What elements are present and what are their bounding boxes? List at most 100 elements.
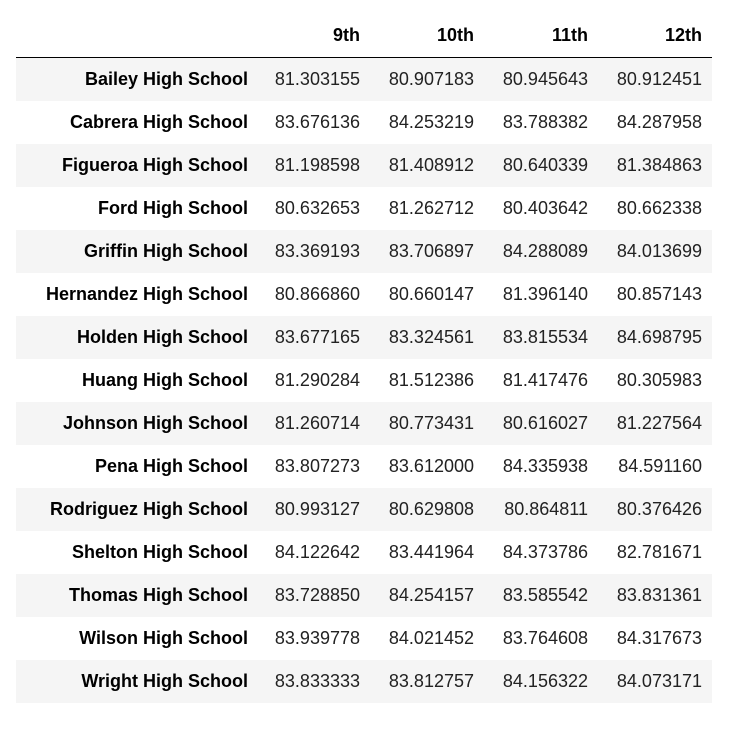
table-cell: 83.831361 xyxy=(616,585,702,605)
table-cell: 80.616027 xyxy=(502,413,588,433)
table-cell: 83.324561 xyxy=(388,327,474,347)
table-cell: 81.512386 xyxy=(388,370,474,390)
row-label-school: Wright High School xyxy=(81,671,248,691)
table-cell: 84.288089 xyxy=(502,241,588,261)
row-label-school: Hernandez High School xyxy=(45,284,248,304)
table-cell: 83.812757 xyxy=(388,671,474,691)
row-label-school: Holden High School xyxy=(77,327,248,347)
table-cell: 80.993127 xyxy=(274,499,360,519)
table-cell: 84.073171 xyxy=(616,671,702,691)
table-cell: 81.303155 xyxy=(274,69,360,89)
row-label-school: Wilson High School xyxy=(79,628,248,648)
table-cell: 81.384863 xyxy=(616,155,702,175)
table-cell: 83.585542 xyxy=(502,585,588,605)
table-cell: 83.369193 xyxy=(274,241,360,261)
table-cell: 84.122642 xyxy=(274,542,360,562)
index-column-header xyxy=(16,14,256,58)
table-cell: 80.907183 xyxy=(388,69,474,89)
table-cell: 81.260714 xyxy=(274,413,360,433)
column-header-9th: 9th xyxy=(256,14,370,58)
table-cell: 83.788382 xyxy=(502,112,588,132)
row-label-school: Johnson High School xyxy=(63,413,248,433)
table-cell: 83.677165 xyxy=(274,327,360,347)
row-label-school: Huang High School xyxy=(82,370,248,390)
table-cell: 81.290284 xyxy=(274,370,360,390)
table-row: Wright High School 83.833333 83.812757 84.1… xyxy=(16,660,712,703)
table-cell: 83.676136 xyxy=(274,112,360,132)
table-cell: 81.417476 xyxy=(502,370,588,390)
table-cell: 84.253219 xyxy=(388,112,474,132)
table-cell: 80.864811 xyxy=(504,499,588,519)
table-row: Johnson High School 81.260714 80.773431 80.… xyxy=(16,402,712,445)
dataframe-container: 9th 10th 11th 12th Bailey High School 81.… xyxy=(16,14,712,703)
table-cell: 83.764608 xyxy=(502,628,588,648)
table-row: Cabrera High School 83.676136 84.253219 83.… xyxy=(16,101,712,144)
table-row: Huang High School 81.290284 81.512386 81.41… xyxy=(16,359,712,402)
table-cell: 80.403642 xyxy=(502,198,588,218)
table-cell: 80.945643 xyxy=(502,69,588,89)
table-row: Shelton High School 84.122642 83.441964 84.… xyxy=(16,531,712,574)
table-cell: 80.866860 xyxy=(274,284,360,304)
table-cell: 80.912451 xyxy=(616,69,702,89)
table-row: Rodriguez High School 80.993127 80.629808 8… xyxy=(16,488,712,531)
table-cell: 83.612000 xyxy=(388,456,474,476)
table-row: Figueroa High School 81.198598 81.408912 80… xyxy=(16,144,712,187)
table-cell: 80.632653 xyxy=(274,198,360,218)
table-cell: 80.376426 xyxy=(616,499,702,519)
table-cell: 80.629808 xyxy=(388,499,474,519)
table-cell: 80.857143 xyxy=(616,284,702,304)
table-cell: 82.781671 xyxy=(616,542,702,562)
table-cell: 81.262712 xyxy=(388,198,474,218)
table-cell: 80.640339 xyxy=(502,155,588,175)
table-cell: 81.396140 xyxy=(502,284,588,304)
row-label-school: Figueroa High School xyxy=(61,155,248,175)
table-cell: 83.815534 xyxy=(502,327,588,347)
table-cell: 81.408912 xyxy=(388,155,474,175)
row-label-school: Rodriguez High School xyxy=(50,499,248,519)
table-row: Hernandez High School 80.866860 80.660147 8… xyxy=(16,273,712,316)
table-cell: 83.833333 xyxy=(274,671,360,691)
table-cell: 81.227564 xyxy=(616,413,702,433)
table-cell: 84.254157 xyxy=(388,585,474,605)
row-label-school: Cabrera High School xyxy=(69,112,248,132)
table-cell: 80.773431 xyxy=(388,413,474,433)
table-row: Holden High School 83.677165 83.324561 83.8… xyxy=(16,316,712,359)
table-cell: 84.287958 xyxy=(616,112,702,132)
header-row: 9th 10th 11th 12th xyxy=(16,14,712,58)
table-row: Griffin High School 83.369193 83.706897 84.… xyxy=(16,230,712,273)
table-body: Bailey High School 81.303155 80.907183 80.9… xyxy=(16,57,712,703)
column-header-10th: 10th xyxy=(370,14,484,58)
table-cell: 83.807273 xyxy=(274,456,360,476)
row-label-school: Griffin High School xyxy=(84,241,248,261)
table-row: Pena High School 83.807273 83.612000 84.335… xyxy=(16,445,712,488)
table-cell: 80.305983 xyxy=(616,370,702,390)
table-cell: 84.335938 xyxy=(502,456,588,476)
table-row: Thomas High School 83.728850 84.254157 83.5… xyxy=(16,574,712,617)
table-cell: 84.156322 xyxy=(502,671,588,691)
table-header: 9th 10th 11th 12th xyxy=(16,14,712,58)
column-header-12th: 12th xyxy=(598,14,712,58)
table-cell: 84.317673 xyxy=(616,628,702,648)
table-cell: 83.706897 xyxy=(388,241,474,261)
table-cell: 84.591160 xyxy=(618,456,702,476)
table-cell: 80.662338 xyxy=(616,198,702,218)
data-table: 9th 10th 11th 12th Bailey High School 81.… xyxy=(16,14,712,703)
table-cell: 81.198598 xyxy=(274,155,360,175)
table-cell: 84.373786 xyxy=(502,542,588,562)
table-cell: 84.021452 xyxy=(388,628,474,648)
table-cell: 83.939778 xyxy=(274,628,360,648)
table-row: Ford High School 80.632653 81.262712 80.403… xyxy=(16,187,712,230)
row-label-school: Pena High School xyxy=(94,456,248,476)
table-row: Bailey High School 81.303155 80.907183 80.9… xyxy=(16,57,712,101)
table-row: Wilson High School 83.939778 84.021452 83.7… xyxy=(16,617,712,660)
row-label-school: Bailey High School xyxy=(84,69,248,89)
table-cell: 83.728850 xyxy=(274,585,360,605)
table-cell: 84.013699 xyxy=(616,241,702,261)
row-label-school: Thomas High School xyxy=(68,585,248,605)
row-label-school: Shelton High School xyxy=(72,542,248,562)
table-cell: 84.698795 xyxy=(616,327,702,347)
table-cell: 80.660147 xyxy=(388,284,474,304)
table-cell: 83.441964 xyxy=(388,542,474,562)
row-label-school: Ford High School xyxy=(98,198,248,218)
column-header-11th: 11th xyxy=(484,14,598,58)
